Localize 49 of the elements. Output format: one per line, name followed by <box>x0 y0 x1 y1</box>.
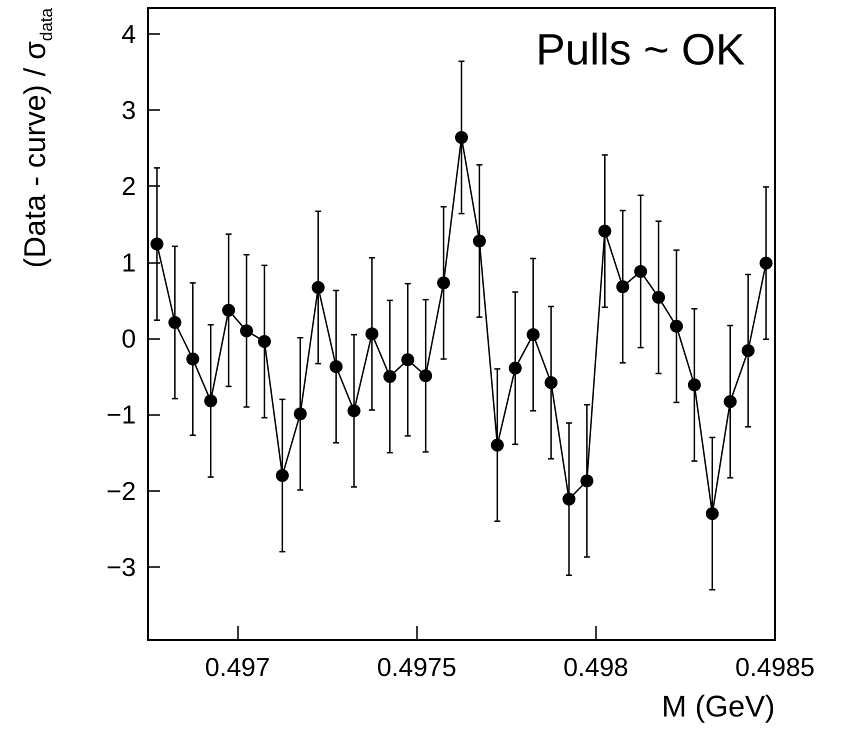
y-tick-label: 2 <box>122 171 136 202</box>
x-tick-label: 0.4975 <box>376 652 456 682</box>
point <box>670 320 683 333</box>
point <box>472 234 486 248</box>
point <box>330 360 343 374</box>
point <box>312 280 325 294</box>
y-tick-label: 1 <box>122 247 136 278</box>
point <box>598 224 612 238</box>
point <box>348 404 361 418</box>
point <box>150 238 164 251</box>
point <box>652 290 666 304</box>
point <box>616 280 630 294</box>
point <box>760 256 773 270</box>
point <box>401 353 414 366</box>
point <box>490 438 504 452</box>
x-tick-label: 0.497 <box>205 652 270 682</box>
point <box>580 474 594 488</box>
point <box>437 276 450 290</box>
point <box>544 376 558 390</box>
y-tick-label: −3 <box>106 552 136 582</box>
point <box>276 469 289 482</box>
y-tick-label: 0 <box>122 323 136 354</box>
point <box>168 316 182 329</box>
y-tick-label: −2 <box>106 476 136 506</box>
x-tick-label: 0.4985 <box>735 652 815 682</box>
point <box>222 304 236 317</box>
point <box>688 378 701 392</box>
point <box>204 394 218 408</box>
y-tick-label: 3 <box>122 95 136 126</box>
point <box>365 327 378 340</box>
annotation: Pulls ~ OK <box>536 26 746 74</box>
point <box>724 395 737 408</box>
x-tick-label: 0.498 <box>563 652 628 682</box>
y-tick-label: 4 <box>122 18 136 49</box>
x-axis-title: M (GeV) <box>662 690 775 724</box>
point <box>294 407 307 420</box>
point <box>383 370 396 384</box>
point <box>419 369 432 382</box>
point <box>455 130 468 144</box>
point <box>526 328 540 342</box>
point <box>258 335 271 348</box>
y-tick-label: −1 <box>106 400 136 430</box>
point <box>706 507 719 520</box>
point <box>742 344 755 358</box>
point <box>562 492 576 506</box>
point <box>634 264 648 278</box>
point <box>508 362 522 375</box>
point <box>240 324 254 338</box>
point <box>186 352 200 366</box>
